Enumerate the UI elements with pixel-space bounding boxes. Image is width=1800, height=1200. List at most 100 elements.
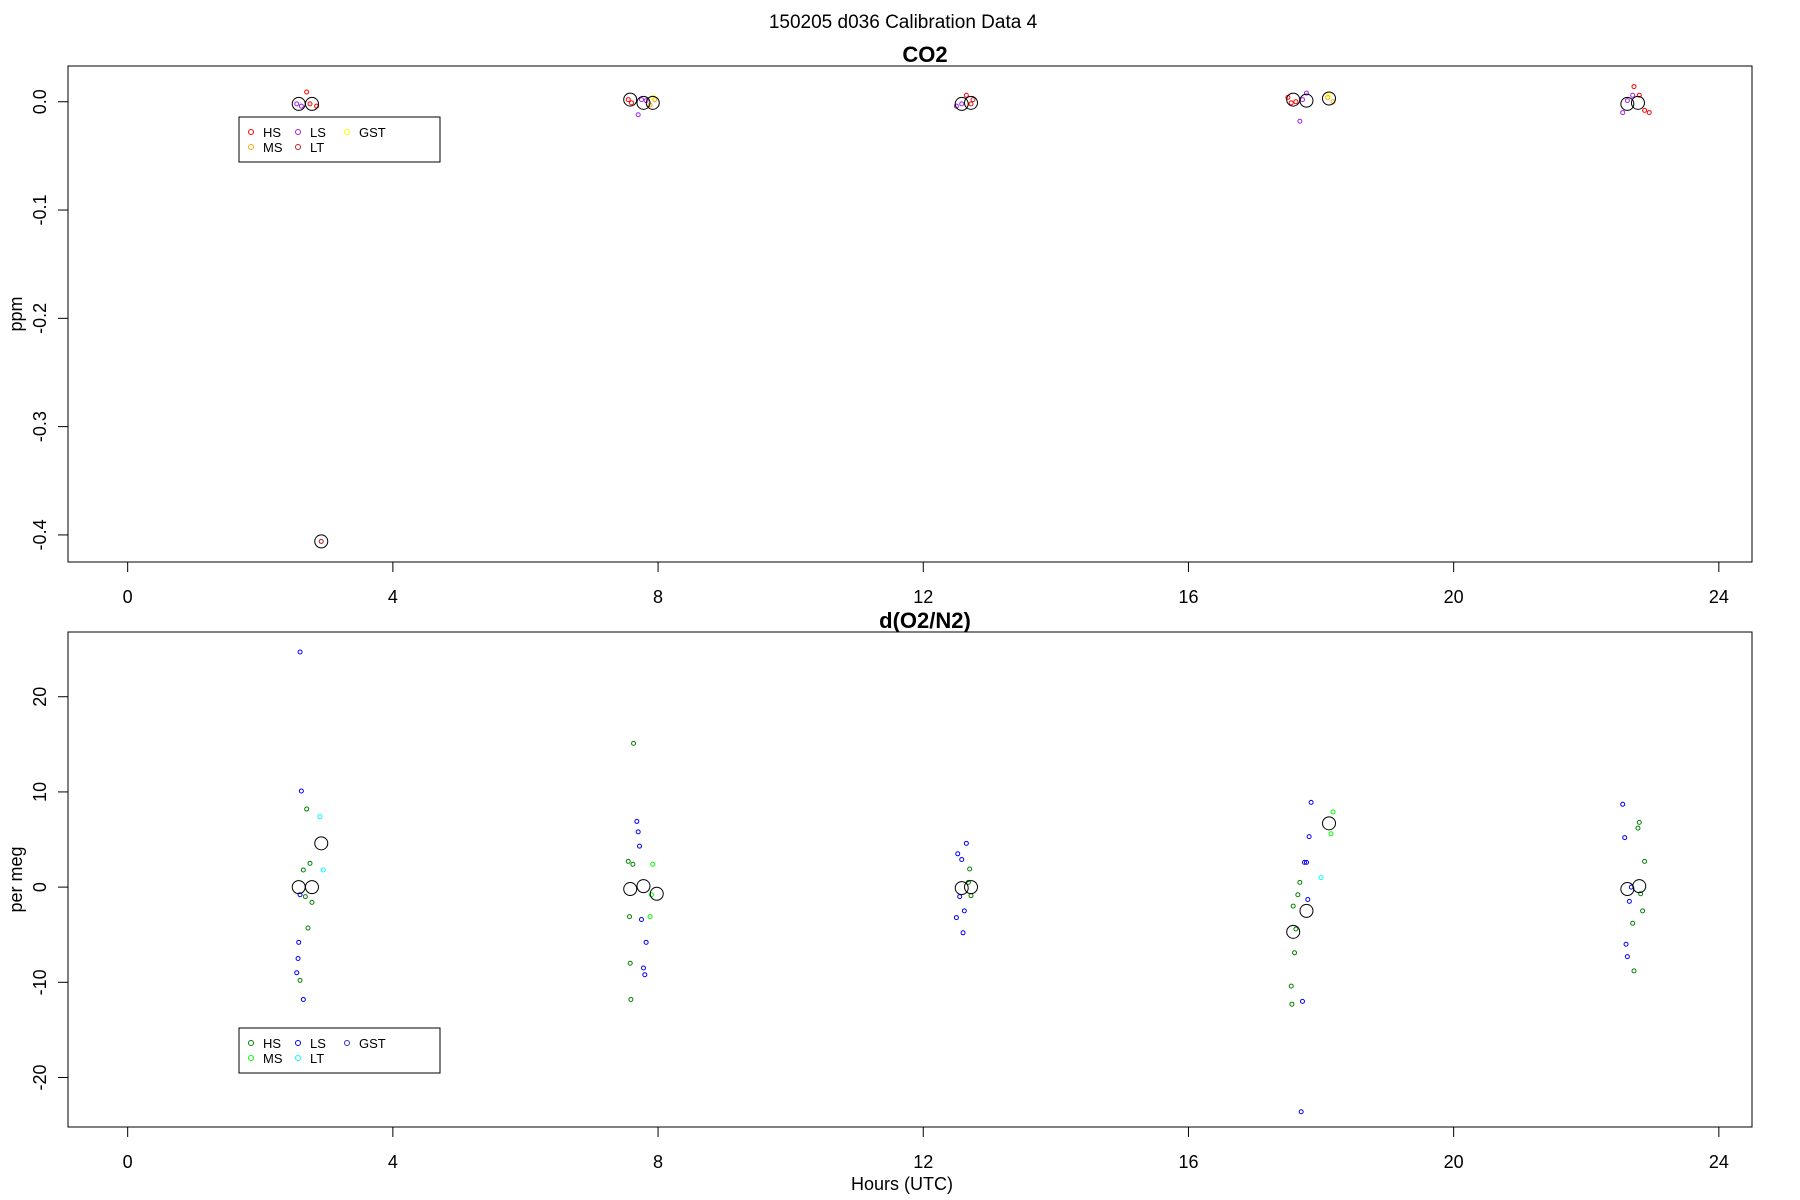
data-point (1293, 99, 1299, 105)
x-tick-label: 8 (653, 587, 663, 607)
series-lt (317, 814, 1324, 881)
legend-marker (248, 144, 254, 150)
data-point (963, 92, 969, 98)
data-point (1295, 892, 1301, 898)
data-point (1638, 891, 1644, 897)
data-point (961, 908, 967, 914)
y-tick-label: -0.4 (30, 519, 50, 550)
y-tick-label: 10 (30, 782, 50, 802)
data-point (1292, 950, 1298, 956)
data-point (1303, 90, 1309, 96)
legend-marker (248, 1055, 254, 1061)
data-point (1636, 819, 1642, 825)
average-point (1620, 96, 1635, 111)
data-point (1303, 859, 1309, 865)
x-tick-label: 0 (123, 1152, 133, 1172)
data-point (1297, 118, 1303, 124)
series-average (291, 816, 1647, 939)
data-point (968, 893, 974, 899)
data-point (625, 97, 631, 103)
data-point (1293, 926, 1299, 932)
series-average (291, 91, 1645, 549)
data-point (1623, 941, 1629, 947)
data-point (298, 788, 304, 794)
data-point (1298, 1109, 1304, 1115)
data-point (625, 858, 631, 864)
legend-box (238, 116, 441, 163)
average-point (645, 95, 660, 110)
legend-box (238, 1027, 441, 1074)
series-hs (304, 84, 1652, 116)
data-point (1290, 903, 1296, 909)
data-point (960, 930, 966, 936)
series-ls (294, 649, 1634, 1115)
data-point (627, 914, 633, 920)
data-points (291, 649, 1648, 1115)
data-point (635, 829, 641, 835)
data-point (1289, 1001, 1295, 1007)
data-point (629, 100, 635, 106)
figure-title: 150205 d036 Calibration Data 4 (769, 12, 1038, 33)
legend-label: LS (310, 1036, 326, 1051)
data-point (309, 899, 315, 905)
data-point (968, 101, 974, 107)
data-point (1326, 92, 1332, 98)
legend-label: MS (263, 1051, 283, 1066)
legend-marker (344, 129, 350, 135)
data-point (640, 965, 646, 971)
data-point (307, 860, 313, 866)
data-point (295, 956, 301, 962)
legend-marker (248, 1040, 254, 1046)
y-tick-label: -20 (30, 1064, 50, 1090)
y-tick-label: 0.0 (30, 89, 50, 114)
data-point (1620, 110, 1626, 116)
data-point (1624, 954, 1630, 960)
panel-title: d(O2/N2) (879, 608, 971, 633)
y-tick-label: -0.2 (30, 303, 50, 334)
average-point (291, 880, 306, 895)
average-point (636, 95, 651, 110)
average-point (304, 880, 319, 895)
data-point (638, 916, 644, 922)
legend-marker (344, 1040, 350, 1046)
data-point (634, 818, 640, 824)
legend-marker (295, 129, 301, 135)
data-point (1622, 835, 1628, 841)
x-tick-label: 4 (388, 587, 398, 607)
data-point (297, 892, 303, 898)
data-point (317, 814, 323, 820)
average-point (1632, 879, 1647, 894)
average-point (963, 880, 978, 895)
data-point (304, 89, 310, 95)
data-point (1642, 858, 1648, 864)
average-point (623, 92, 638, 107)
data-point (630, 861, 636, 867)
data-point (967, 866, 973, 872)
legend-label: LS (310, 125, 326, 140)
o2n2-panel: d(O2/N2) 0 4 8 12 16 20 24 Hours (UTC) 20 10 0 -10 -2… (6, 608, 1753, 1194)
average-point (1322, 91, 1337, 106)
data-point (304, 806, 310, 812)
data-point (297, 977, 303, 983)
data-point (642, 972, 648, 978)
legend-label: LT (310, 1051, 324, 1066)
y-axis-label: per meg (6, 846, 26, 912)
data-points (291, 84, 1652, 549)
data-point (1631, 84, 1637, 90)
x-tick-label: 8 (653, 1152, 663, 1172)
average-point (1299, 93, 1314, 108)
average-point (1630, 95, 1645, 110)
average-point (304, 96, 319, 111)
x-tick-label: 16 (1178, 1152, 1198, 1172)
data-point (305, 925, 311, 931)
data-point (1288, 100, 1294, 106)
data-point (635, 112, 641, 118)
data-point (638, 97, 644, 103)
data-point (1306, 834, 1312, 840)
data-point (1631, 968, 1637, 974)
data-point (294, 101, 300, 107)
y-tick-label: 0 (30, 882, 50, 892)
data-point (628, 996, 634, 1002)
legend-marker (295, 1040, 301, 1046)
